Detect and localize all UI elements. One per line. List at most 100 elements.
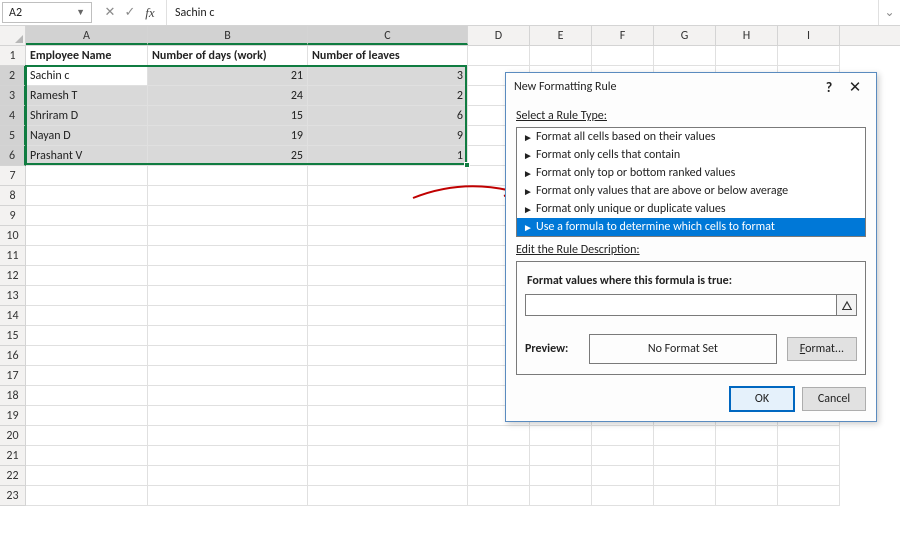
rule-type-item[interactable]: ►Format all cells based on their values <box>517 128 865 146</box>
rule-type-item[interactable]: ►Format only cells that contain <box>517 146 865 164</box>
cell-D23[interactable] <box>468 486 530 506</box>
cell-C3[interactable]: 2 <box>308 86 468 106</box>
cell-B6[interactable]: 25 <box>148 146 308 166</box>
rule-type-list[interactable]: ►Format all cells based on their values►… <box>516 127 866 237</box>
column-header-C[interactable]: C <box>308 26 468 45</box>
cell-G22[interactable] <box>654 466 716 486</box>
cell-A12[interactable] <box>26 266 148 286</box>
row-header-14[interactable]: 14 <box>0 306 26 326</box>
cancel-formula-icon[interactable]: ✕ <box>100 5 120 20</box>
formula-input[interactable]: Sachin c <box>167 0 878 25</box>
cell-D20[interactable] <box>468 426 530 446</box>
cell-B17[interactable] <box>148 366 308 386</box>
column-header-G[interactable]: G <box>654 26 716 45</box>
cell-G21[interactable] <box>654 446 716 466</box>
cell-A11[interactable] <box>26 246 148 266</box>
cell-B9[interactable] <box>148 206 308 226</box>
cell-B11[interactable] <box>148 246 308 266</box>
cell-C15[interactable] <box>308 326 468 346</box>
rule-type-item[interactable]: ►Format only unique or duplicate values <box>517 200 865 218</box>
cell-C1[interactable]: Number of leaves <box>308 46 468 66</box>
cell-B18[interactable] <box>148 386 308 406</box>
row-header-17[interactable]: 17 <box>0 366 26 386</box>
cell-H1[interactable] <box>716 46 778 66</box>
cell-C17[interactable] <box>308 366 468 386</box>
cell-G20[interactable] <box>654 426 716 446</box>
cell-A22[interactable] <box>26 466 148 486</box>
cell-A20[interactable] <box>26 426 148 446</box>
cell-I1[interactable] <box>778 46 840 66</box>
expand-formula-icon[interactable]: ⌄ <box>878 0 900 25</box>
cell-A21[interactable] <box>26 446 148 466</box>
close-icon[interactable]: ✕ <box>842 78 868 97</box>
cell-A7[interactable] <box>26 166 148 186</box>
cell-F22[interactable] <box>592 466 654 486</box>
cell-B22[interactable] <box>148 466 308 486</box>
column-header-D[interactable]: D <box>468 26 530 45</box>
cell-F23[interactable] <box>592 486 654 506</box>
cell-I21[interactable] <box>778 446 840 466</box>
row-header-20[interactable]: 20 <box>0 426 26 446</box>
cell-A4[interactable]: Shriram D <box>26 106 148 126</box>
rule-type-item[interactable]: ►Format only top or bottom ranked values <box>517 164 865 182</box>
cell-C13[interactable] <box>308 286 468 306</box>
cell-A15[interactable] <box>26 326 148 346</box>
cell-B21[interactable] <box>148 446 308 466</box>
column-header-E[interactable]: E <box>530 26 592 45</box>
accept-formula-icon[interactable]: ✓ <box>120 5 140 20</box>
select-all-corner[interactable] <box>0 26 26 45</box>
cell-A14[interactable] <box>26 306 148 326</box>
cell-C14[interactable] <box>308 306 468 326</box>
cell-C23[interactable] <box>308 486 468 506</box>
cell-B7[interactable] <box>148 166 308 186</box>
cell-H22[interactable] <box>716 466 778 486</box>
cell-F20[interactable] <box>592 426 654 446</box>
format-button[interactable]: Format... <box>787 337 857 361</box>
row-header-4[interactable]: 4 <box>0 106 26 126</box>
row-header-12[interactable]: 12 <box>0 266 26 286</box>
row-header-2[interactable]: 2 <box>0 66 26 86</box>
cell-I23[interactable] <box>778 486 840 506</box>
ok-button[interactable]: OK <box>730 387 794 411</box>
column-header-F[interactable]: F <box>592 26 654 45</box>
cell-A5[interactable]: Nayan D <box>26 126 148 146</box>
row-header-11[interactable]: 11 <box>0 246 26 266</box>
cell-B12[interactable] <box>148 266 308 286</box>
cell-B15[interactable] <box>148 326 308 346</box>
cell-C18[interactable] <box>308 386 468 406</box>
chevron-down-icon[interactable]: ▼ <box>76 7 85 18</box>
row-header-1[interactable]: 1 <box>0 46 26 66</box>
cell-A1[interactable]: Employee Name <box>26 46 148 66</box>
column-header-I[interactable]: I <box>778 26 840 45</box>
cell-A17[interactable] <box>26 366 148 386</box>
row-header-19[interactable]: 19 <box>0 406 26 426</box>
row-header-3[interactable]: 3 <box>0 86 26 106</box>
cell-G23[interactable] <box>654 486 716 506</box>
cell-F21[interactable] <box>592 446 654 466</box>
row-header-8[interactable]: 8 <box>0 186 26 206</box>
row-header-6[interactable]: 6 <box>0 146 26 166</box>
cell-C16[interactable] <box>308 346 468 366</box>
cell-D21[interactable] <box>468 446 530 466</box>
cell-C22[interactable] <box>308 466 468 486</box>
cell-B8[interactable] <box>148 186 308 206</box>
row-header-16[interactable]: 16 <box>0 346 26 366</box>
row-header-23[interactable]: 23 <box>0 486 26 506</box>
cell-C12[interactable] <box>308 266 468 286</box>
cell-C21[interactable] <box>308 446 468 466</box>
cell-I20[interactable] <box>778 426 840 446</box>
cell-B4[interactable]: 15 <box>148 106 308 126</box>
cell-B10[interactable] <box>148 226 308 246</box>
cell-B1[interactable]: Number of days (work) <box>148 46 308 66</box>
cell-B3[interactable]: 24 <box>148 86 308 106</box>
collapse-dialog-icon[interactable] <box>837 294 857 316</box>
cell-F1[interactable] <box>592 46 654 66</box>
cell-E21[interactable] <box>530 446 592 466</box>
cell-A3[interactable]: Ramesh T <box>26 86 148 106</box>
cell-A9[interactable] <box>26 206 148 226</box>
cell-C7[interactable] <box>308 166 468 186</box>
column-header-A[interactable]: A <box>26 26 148 45</box>
cell-H20[interactable] <box>716 426 778 446</box>
cell-C6[interactable]: 1 <box>308 146 468 166</box>
cell-B2[interactable]: 21 <box>148 66 308 86</box>
